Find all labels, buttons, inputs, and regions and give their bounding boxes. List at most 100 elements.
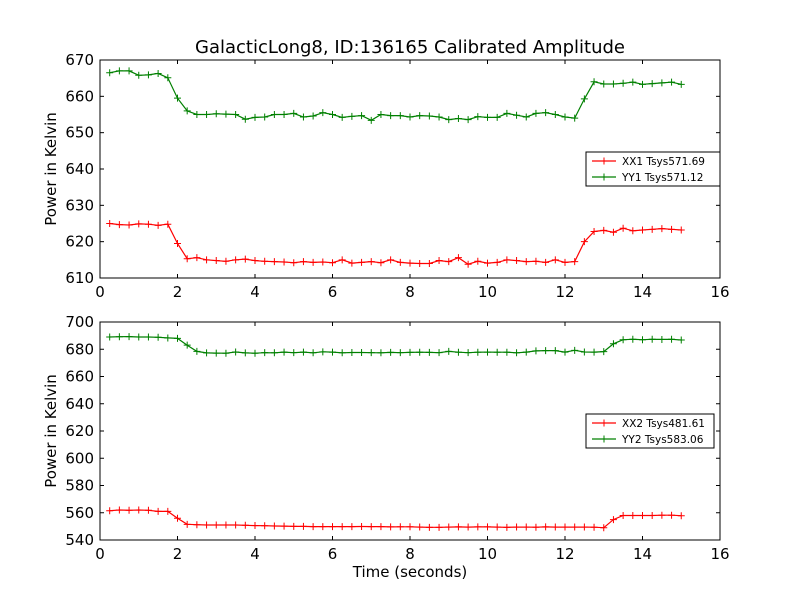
data-point-marker [464,523,472,531]
data-point-marker [406,113,414,121]
data-point-marker [484,259,491,267]
data-point-marker [522,348,530,356]
data-point-marker [212,110,220,118]
y-tick-label: 660 [65,87,94,105]
legend-swatch-marker [600,435,608,443]
data-point-marker [164,220,172,228]
data-point-marker [367,116,375,124]
data-point-marker [174,334,181,342]
data-point-marker [387,348,395,356]
data-point-marker [571,258,579,266]
data-point-marker [513,257,521,265]
data-point-marker [629,335,637,343]
data-point-marker [416,348,424,356]
data-point-marker [609,228,617,236]
data-point-marker [280,522,288,530]
legend-entry-label: XX2 Tsys481.61 [622,418,705,430]
data-point-marker [174,94,181,102]
data-point-marker [425,523,433,531]
data-point-marker [639,226,646,234]
data-point-marker [387,523,395,531]
data-point-marker [445,523,453,531]
y-tick-label: 580 [65,477,94,495]
data-point-marker [203,521,211,529]
data-point-marker [367,258,375,266]
data-point-marker [183,107,191,115]
legend-swatch-marker [600,157,608,165]
data-point-marker [396,349,404,357]
data-point-marker [629,227,637,235]
data-point-marker [416,523,424,531]
data-point-marker [367,523,375,531]
data-point-marker [551,523,559,531]
data-point-marker [348,112,356,120]
x-tick-label: 12 [555,545,574,563]
data-point-marker [522,258,530,266]
data-point-marker [677,80,685,88]
data-point-marker [329,523,336,531]
data-point-marker [474,523,482,531]
data-point-marker [358,523,366,531]
data-point-marker [454,348,462,356]
data-point-marker [551,256,559,264]
data-point-marker [542,347,550,355]
data-point-marker [416,259,424,267]
data-point-marker [619,79,627,87]
legend-box [585,413,715,449]
data-point-marker [106,220,114,227]
data-point-marker [203,349,211,357]
data-point-marker [232,521,240,529]
data-point-marker [600,524,608,532]
x-tick-label: 0 [95,283,105,301]
data-point-marker [377,259,385,267]
data-point-marker [280,258,288,266]
data-point-marker [668,78,676,86]
data-point-marker [106,69,114,77]
data-point-marker [561,258,569,266]
x-tick-label: 16 [710,283,729,301]
y-tick-label: 600 [65,449,94,467]
data-point-marker [222,521,230,529]
data-point-marker [454,523,462,531]
data-point-marker [280,111,288,118]
x-tick-label: 4 [250,283,260,301]
data-point-marker [406,523,414,531]
data-point-marker [251,113,259,121]
data-point-marker [144,506,152,514]
y-tick-label: 540 [65,531,94,549]
y-tick-label: 620 [65,422,94,440]
data-point-marker [522,113,530,121]
data-point-marker [619,336,627,344]
data-point-marker [115,506,123,514]
data-point-marker [425,259,433,267]
data-point-marker [542,109,550,117]
data-point-marker [193,521,201,529]
data-point-marker [299,258,307,266]
data-point-marker [164,507,172,515]
data-point-marker [435,523,443,531]
data-point-marker [203,111,211,118]
data-point-marker [532,347,540,355]
legend-swatch-marker [600,419,608,427]
data-point-marker [609,80,617,88]
data-point-marker [580,348,588,356]
data-point-marker [222,349,230,357]
data-point-marker [493,258,501,266]
data-point-marker [299,522,307,530]
chart-panel-2: 0 2 4 6 8 10 12 14 16 540 560 580 600 620 640 660 680 700… [42,313,730,581]
data-point-marker [154,221,162,229]
data-point-marker [212,257,220,265]
data-point-marker [183,341,191,349]
x-tick-label: 10 [478,283,497,301]
data-point-marker [513,349,521,357]
data-point-marker [290,109,298,117]
data-point-marker [445,347,453,355]
data-point-marker [241,349,249,357]
y-tick-label: 640 [65,395,94,413]
y-tick-label: 680 [65,340,94,358]
data-point-marker [571,114,579,122]
data-point-marker [474,348,482,356]
